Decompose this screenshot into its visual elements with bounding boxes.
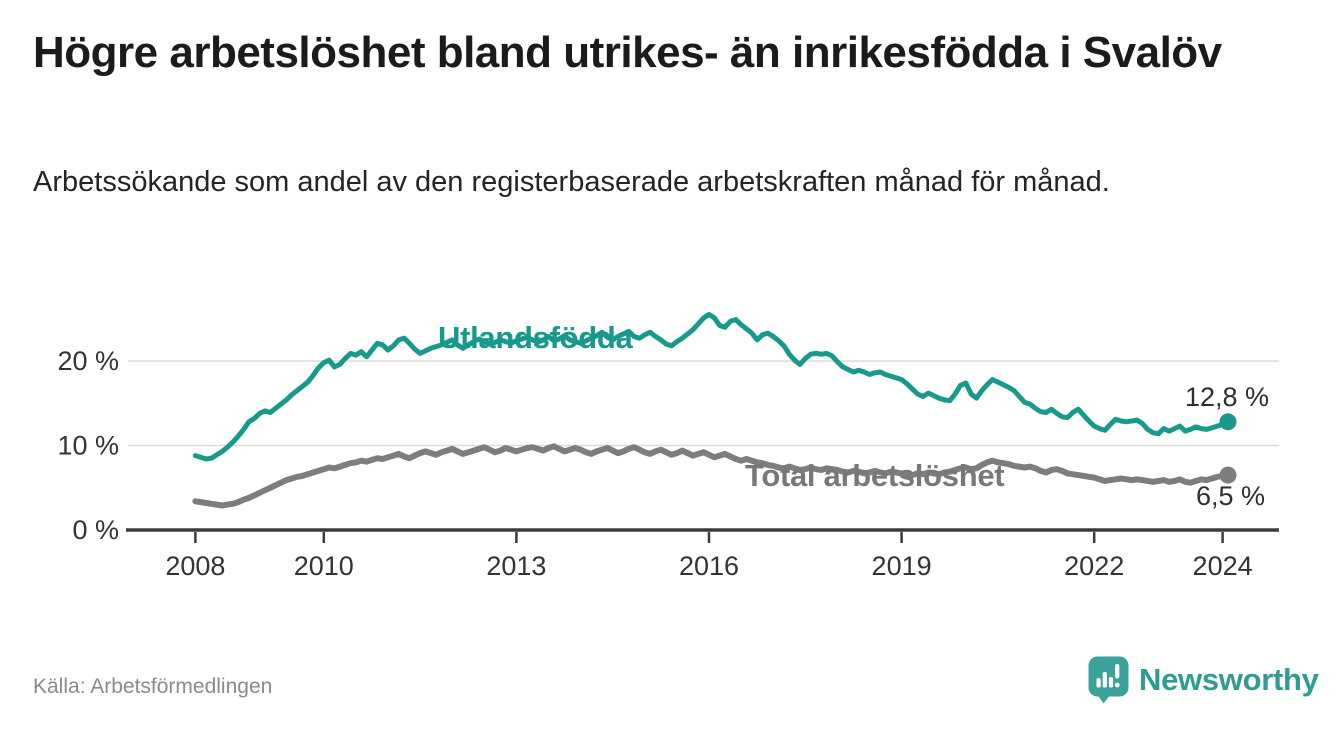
newsworthy-logo: Newsworthy xyxy=(1088,656,1319,704)
page-subtitle: Arbetssökande som andel av den registerb… xyxy=(33,166,1110,198)
page-title: Högre arbetslöshet bland utrikes- än inr… xyxy=(33,28,1222,77)
x-tick-label: 2024 xyxy=(1193,551,1253,581)
y-tick-label: 20 % xyxy=(57,346,119,376)
y-tick-label: 10 % xyxy=(57,431,119,461)
x-tick-label: 2016 xyxy=(679,551,739,581)
series-label-total-arbetsloshet: Total arbetslöshet xyxy=(745,458,1005,493)
x-tick-label: 2008 xyxy=(165,551,225,581)
speech-bubble-bar-chart-icon xyxy=(1088,656,1129,704)
x-tick-label: 2019 xyxy=(872,551,932,581)
series-line-1 xyxy=(192,443,1231,509)
series-label-utlandsfodda: Utlandsfödda xyxy=(438,320,633,355)
x-tick-label: 2013 xyxy=(486,551,546,581)
series-end-dot-0 xyxy=(1219,413,1237,431)
y-tick-label: 0 % xyxy=(72,515,119,545)
source-credit: Källa: Arbetsförmedlingen xyxy=(33,675,273,698)
end-value-label-utlandsfodda: 12,8 % xyxy=(1185,382,1270,412)
series-end-dot-1 xyxy=(1219,466,1237,484)
x-tick-label: 2022 xyxy=(1064,551,1124,581)
brand-wordmark: Newsworthy xyxy=(1139,662,1319,697)
chart-plot: 2008 2010 2013 2016 2019 2022 2024 0 % 10 % 20 % xyxy=(57,312,1279,581)
x-tick-label: 2010 xyxy=(294,551,354,581)
end-value-label-total: 6,5 % xyxy=(1196,481,1266,511)
series-line-0 xyxy=(192,312,1231,462)
